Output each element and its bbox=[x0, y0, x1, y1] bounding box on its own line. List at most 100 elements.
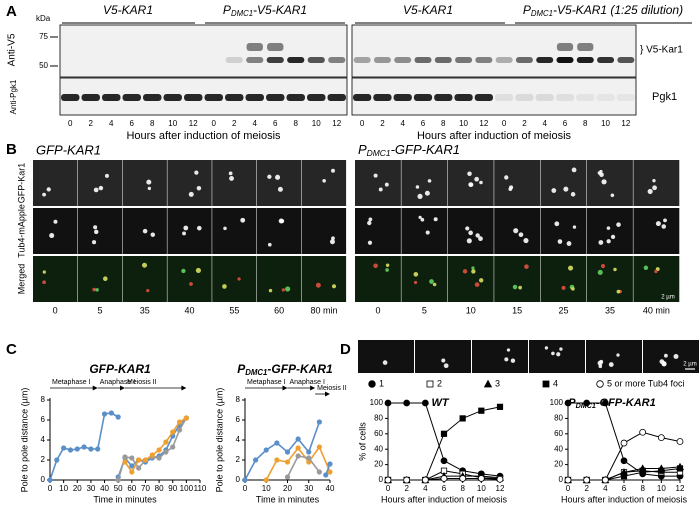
x-tick-label: 0 bbox=[566, 484, 571, 493]
panel-label: B bbox=[6, 141, 17, 158]
legend-marker bbox=[542, 380, 550, 388]
marker bbox=[658, 467, 665, 474]
x-tick-label: 6 bbox=[622, 484, 627, 493]
band-label: Pgk1 bbox=[652, 91, 677, 103]
focus bbox=[281, 288, 285, 292]
x-tick-label: 6 bbox=[442, 484, 447, 493]
panel-label: D bbox=[340, 341, 351, 358]
focus bbox=[42, 270, 46, 274]
y-tick-label: 20 bbox=[554, 460, 563, 469]
arrow-head bbox=[325, 391, 330, 397]
focus bbox=[643, 265, 649, 271]
mw-marker: 50 bbox=[39, 61, 48, 70]
band bbox=[616, 94, 635, 101]
focus bbox=[189, 282, 193, 286]
focus bbox=[663, 218, 667, 223]
x-tick-label: 90 bbox=[168, 484, 177, 493]
time-label: 5 bbox=[97, 305, 102, 315]
focus bbox=[647, 188, 653, 195]
axis-title: % of cells bbox=[357, 422, 367, 461]
focus bbox=[141, 262, 148, 268]
band bbox=[286, 94, 305, 101]
axis-title: Time in minutes bbox=[256, 494, 320, 504]
lane-label: 8 bbox=[150, 119, 155, 128]
marker bbox=[284, 459, 291, 465]
focus bbox=[46, 187, 51, 192]
marker bbox=[478, 407, 485, 414]
phase-label: Metaphase I bbox=[52, 379, 91, 386]
focus bbox=[142, 228, 148, 234]
focus bbox=[382, 360, 388, 365]
micrograph bbox=[586, 340, 642, 373]
focus bbox=[373, 263, 378, 269]
focus bbox=[424, 190, 430, 196]
marker bbox=[142, 457, 149, 463]
y-tick-label: 100 bbox=[550, 398, 564, 407]
marker bbox=[170, 429, 176, 435]
micrograph bbox=[77, 256, 123, 302]
time-label: 35 bbox=[605, 305, 615, 315]
time-label: 40 bbox=[185, 305, 195, 315]
focus bbox=[425, 230, 430, 235]
micrograph bbox=[633, 160, 680, 206]
marker bbox=[274, 440, 280, 446]
text-part: DMC1 bbox=[367, 148, 391, 158]
y-tick-label: 40 bbox=[554, 444, 563, 453]
marker bbox=[316, 419, 322, 425]
focus bbox=[599, 172, 604, 178]
marker bbox=[295, 445, 301, 451]
focus bbox=[368, 217, 373, 222]
marker bbox=[122, 454, 128, 460]
focus bbox=[267, 174, 272, 179]
axis-title: Time in minutes bbox=[93, 494, 157, 504]
micrograph bbox=[633, 256, 680, 302]
focus bbox=[600, 263, 606, 269]
band bbox=[414, 57, 432, 63]
y-tick-label: 4 bbox=[41, 435, 46, 444]
marker bbox=[620, 439, 628, 447]
focus bbox=[571, 287, 575, 291]
micrograph bbox=[212, 208, 257, 254]
marker bbox=[263, 477, 269, 483]
x-tick-label: 20 bbox=[73, 484, 82, 493]
marker bbox=[440, 475, 448, 482]
scale-label: 2 µm bbox=[683, 362, 696, 368]
focus bbox=[471, 266, 475, 270]
micrograph bbox=[257, 208, 302, 254]
x-tick-label: 0 bbox=[48, 484, 53, 493]
band bbox=[555, 94, 575, 101]
marker bbox=[81, 444, 87, 450]
micrograph bbox=[587, 160, 633, 206]
marker bbox=[95, 446, 101, 452]
band bbox=[434, 94, 453, 101]
x-tick-label: 10 bbox=[262, 484, 271, 493]
focus bbox=[475, 233, 480, 238]
marker bbox=[496, 403, 504, 410]
arrow-head bbox=[181, 385, 187, 391]
marker bbox=[284, 449, 291, 455]
marker bbox=[74, 446, 80, 452]
marker bbox=[54, 457, 60, 463]
blot bbox=[351, 77, 637, 116]
band bbox=[394, 57, 412, 63]
chart-title: PDMC1-GFP-KAR1 bbox=[237, 362, 333, 377]
arrow-head bbox=[282, 385, 288, 391]
focus bbox=[474, 176, 480, 182]
focus bbox=[93, 187, 99, 193]
marker bbox=[421, 399, 429, 407]
panel-title: GFP-KAR1 bbox=[36, 142, 101, 157]
axis-title: Hours after induction of meiosis bbox=[561, 494, 688, 504]
focus bbox=[285, 286, 291, 292]
micrograph bbox=[301, 256, 347, 302]
legend-marker bbox=[368, 380, 376, 388]
focus bbox=[92, 287, 96, 292]
marker bbox=[115, 414, 121, 420]
band bbox=[413, 94, 433, 101]
phase-label: Anaphase I bbox=[100, 379, 135, 386]
x-tick-label: 70 bbox=[141, 484, 150, 493]
x-tick-label: 80 bbox=[155, 484, 164, 493]
band bbox=[536, 57, 554, 63]
focus bbox=[367, 220, 372, 226]
focus bbox=[427, 179, 432, 183]
lane-label: 2 bbox=[232, 119, 237, 128]
